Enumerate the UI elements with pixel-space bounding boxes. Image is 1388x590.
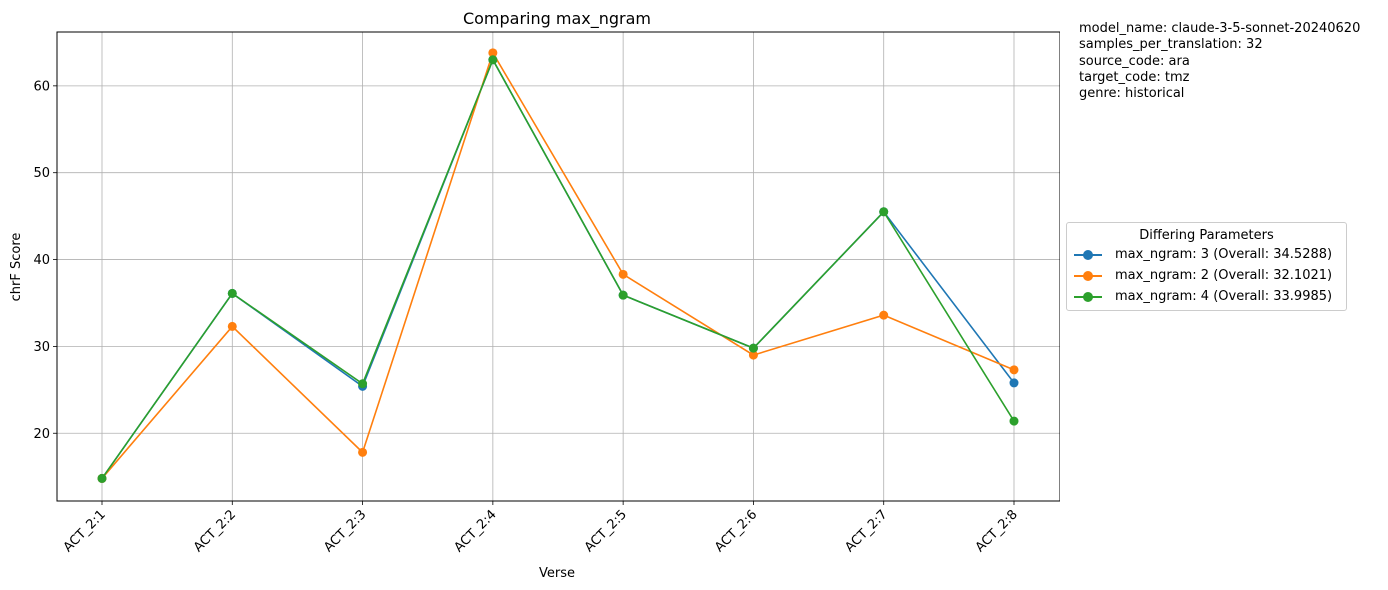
series-line [101, 57, 1015, 479]
x-tick-label: ACT_2:5 [582, 507, 630, 555]
data-point [879, 207, 889, 217]
x-tick-label: ACT_2:1 [61, 507, 109, 555]
x-tick-label: ACT_2:8 [973, 507, 1021, 555]
legend-item: max_ngram: 2 (Overall: 32.1021) [1067, 266, 1346, 287]
data-point [618, 269, 628, 279]
legend-marker [1083, 250, 1093, 260]
legend-item: max_ngram: 4 (Overall: 33.9985) [1067, 287, 1346, 308]
x-tick-label: ACT_2:2 [191, 507, 239, 555]
x-tick-label: ACT_2:4 [452, 507, 500, 555]
y-tick-label: 50 [33, 166, 50, 181]
series-group [97, 48, 1019, 483]
series-2 [97, 48, 1019, 483]
data-point [358, 379, 368, 389]
series-1 [97, 55, 1019, 483]
data-point [227, 321, 237, 331]
run-metadata: model_name: claude-3-5-sonnet-20240620 s… [1079, 21, 1360, 102]
y-tick-label: 40 [33, 253, 50, 268]
chart-title: Comparing max_ngram [463, 9, 651, 29]
legend-label: max_ngram: 2 (Overall: 32.1021) [1115, 268, 1333, 283]
grid [57, 32, 1060, 501]
y-tick-label: 20 [33, 427, 50, 442]
axis-ticks: ACT_2:1 ACT_2:2 ACT_2:3 ACT_2:4 ACT_2:5 ACT_2… [33, 79, 1020, 555]
metadata-line: samples_per_translation: 32 [1079, 37, 1263, 53]
data-point [1009, 365, 1019, 375]
y-tick-label: 30 [33, 340, 50, 355]
data-point [748, 343, 758, 353]
data-point [97, 473, 107, 483]
data-point [227, 288, 237, 298]
legend-label: max_ngram: 3 (Overall: 34.5288) [1115, 247, 1333, 262]
metadata-line: source_code: ara [1079, 53, 1190, 69]
series-line [101, 57, 1015, 479]
data-point [1009, 378, 1019, 388]
data-point [488, 48, 498, 58]
data-point [879, 310, 889, 320]
data-point [1009, 416, 1019, 426]
legend-title: Differing Parameters [1139, 228, 1274, 243]
metadata-line: target_code: tmz [1079, 69, 1190, 85]
data-point [488, 55, 498, 65]
legend-marker [1083, 271, 1093, 281]
y-axis-label: chrF Score [9, 233, 24, 302]
legend-label: max_ngram: 4 (Overall: 33.9985) [1115, 289, 1333, 304]
plot-area [56, 31, 1060, 502]
metadata-line: model_name: claude-3-5-sonnet-20240620 [1079, 21, 1361, 36]
y-tick-label: 60 [33, 79, 50, 94]
legend-item: max_ngram: 3 (Overall: 34.5288) [1067, 245, 1346, 266]
series-3 [97, 55, 1019, 483]
series-line [101, 50, 1015, 479]
x-tick-label: ACT_2:6 [712, 507, 760, 555]
data-point [618, 290, 628, 300]
x-axis-label: Verse [539, 566, 575, 581]
legend: Differing Parameters max_ngram: 3 (Overa… [1066, 222, 1347, 311]
x-tick-label: ACT_2:7 [842, 507, 890, 555]
data-point [748, 350, 758, 360]
x-tick-label: ACT_2:3 [321, 507, 369, 555]
legend-marker [1083, 292, 1093, 302]
metadata-line: genre: historical [1079, 86, 1185, 102]
line-chart: ACT_2:1 ACT_2:2 ACT_2:3 ACT_2:4 ACT_2:5 ACT_2… [9, 9, 1060, 581]
data-point [358, 447, 368, 457]
